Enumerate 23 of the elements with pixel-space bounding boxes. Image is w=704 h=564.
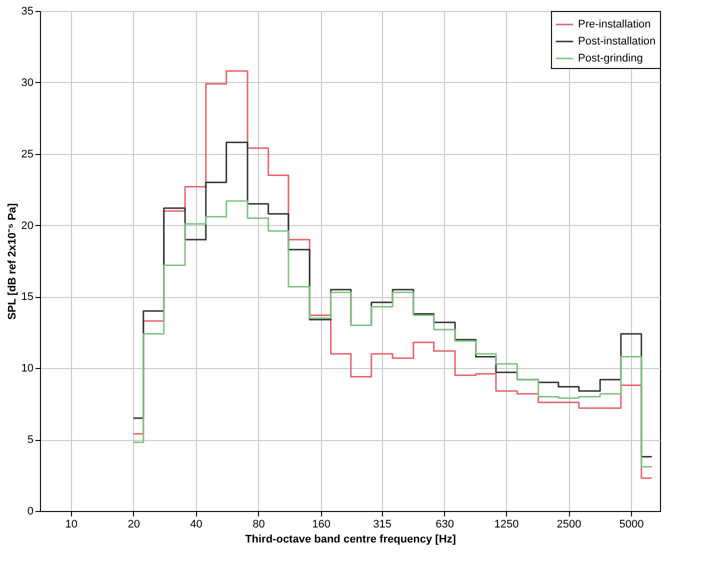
legend-label: Post-grinding xyxy=(578,52,643,64)
y-tick-label: 10 xyxy=(21,362,34,375)
y-tick-label: 30 xyxy=(21,76,34,89)
x-tick-label: 630 xyxy=(436,518,454,530)
y-tick-label: 15 xyxy=(21,291,34,304)
y-tick-label: 0 xyxy=(27,506,34,518)
x-tick-label: 10 xyxy=(65,518,78,530)
legend-label: Post-installation xyxy=(578,36,656,48)
x-tick-label: 5000 xyxy=(619,518,644,530)
x-tick-label: 315 xyxy=(373,518,392,530)
x-tick-label: 20 xyxy=(128,518,140,530)
y-tick-label: 25 xyxy=(21,148,34,160)
x-tick-label: 2500 xyxy=(556,518,582,530)
x-axis-title: Third-octave band centre frequency [Hz] xyxy=(245,534,456,546)
y-tick-label: 35 xyxy=(21,6,34,18)
y-tick-label: 5 xyxy=(27,434,34,446)
x-tick-label: 40 xyxy=(190,518,202,530)
x-tick-label: 160 xyxy=(312,518,330,530)
legend-label: Pre-installation xyxy=(578,18,651,30)
x-tick-label: 1250 xyxy=(494,518,519,530)
y-tick-label: 20 xyxy=(21,220,34,232)
y-axis-title: SPL [dB ref 2x10⁻⁵ Pa] xyxy=(6,202,18,320)
x-tick-label: 80 xyxy=(252,518,265,530)
